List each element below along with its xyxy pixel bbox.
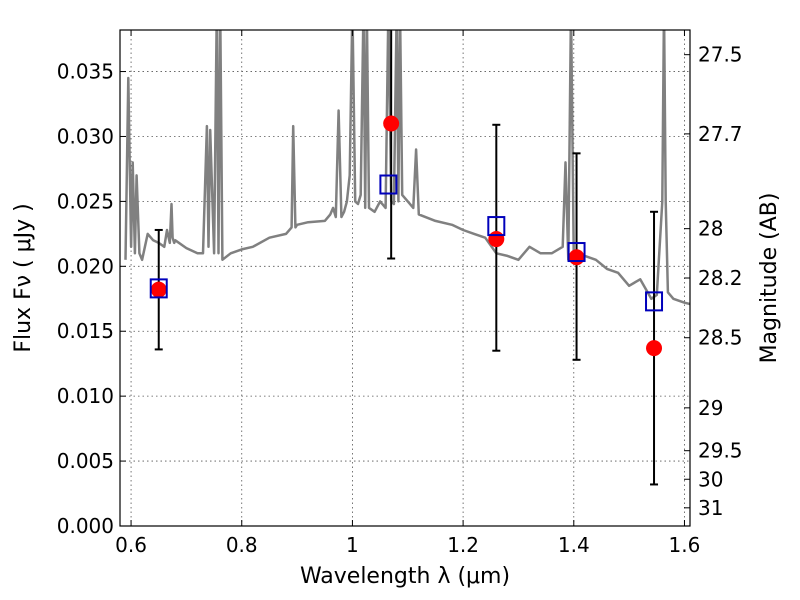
y-tick-label: 0.030 [57,124,114,148]
model-spectrum-line [124,30,690,306]
plot-area [124,30,690,486]
axis-ticks: 0.6 0.8 1 1.2 1.4 1.6 0.000 0.005 0.010 0.015 0.02… [57,30,743,557]
x-axis-label: Wavelength λ (μm) [300,564,510,589]
y-tick-label: 0.015 [57,319,114,343]
right-axis-label: Magnitude (AB) [757,193,782,364]
observed-flux-point [150,281,167,298]
model-photometry-square [567,242,586,263]
right-tick-label: 28.2 [698,266,743,290]
y-tick-label: 0.020 [57,254,114,278]
right-tick-label: 29 [698,396,723,420]
y-tick-label: 0.005 [57,449,114,473]
y-tick-label: 0.025 [57,189,114,213]
observed-flux-point [488,231,505,248]
x-tick-label: 0.6 [115,533,147,557]
model-photometry-square [645,291,664,312]
right-tick-label: 28 [698,217,723,241]
x-tick-label: 1.6 [669,533,701,557]
right-tick-label: 27.5 [698,43,743,67]
right-tick-label: 31 [698,496,723,520]
model-photometry-square [379,174,398,195]
plot-frame [119,29,691,527]
y-tick-label: 0.035 [57,60,114,84]
x-tick-label: 1.4 [558,533,590,557]
x-tick-label: 1 [346,533,359,557]
y-tick-label: 0.000 [57,514,114,538]
observed-flux-point [568,249,585,266]
y-axis-label: Flux Fν ( μJy ) [11,203,36,352]
x-tick-label: 1.2 [447,533,479,557]
model-photometry-square [149,278,168,299]
right-tick-label: 29.5 [698,439,743,463]
y-tick-label: 0.010 [57,384,114,408]
right-tick-label: 28.5 [698,326,743,350]
right-tick-label: 27.7 [698,122,743,146]
x-tick-label: 0.8 [226,533,258,557]
model-photometry-square [487,216,506,237]
grid-lines [120,30,690,526]
observed-flux-point [646,340,663,357]
observed-flux-point [383,115,400,132]
right-tick-label: 30 [698,467,723,491]
